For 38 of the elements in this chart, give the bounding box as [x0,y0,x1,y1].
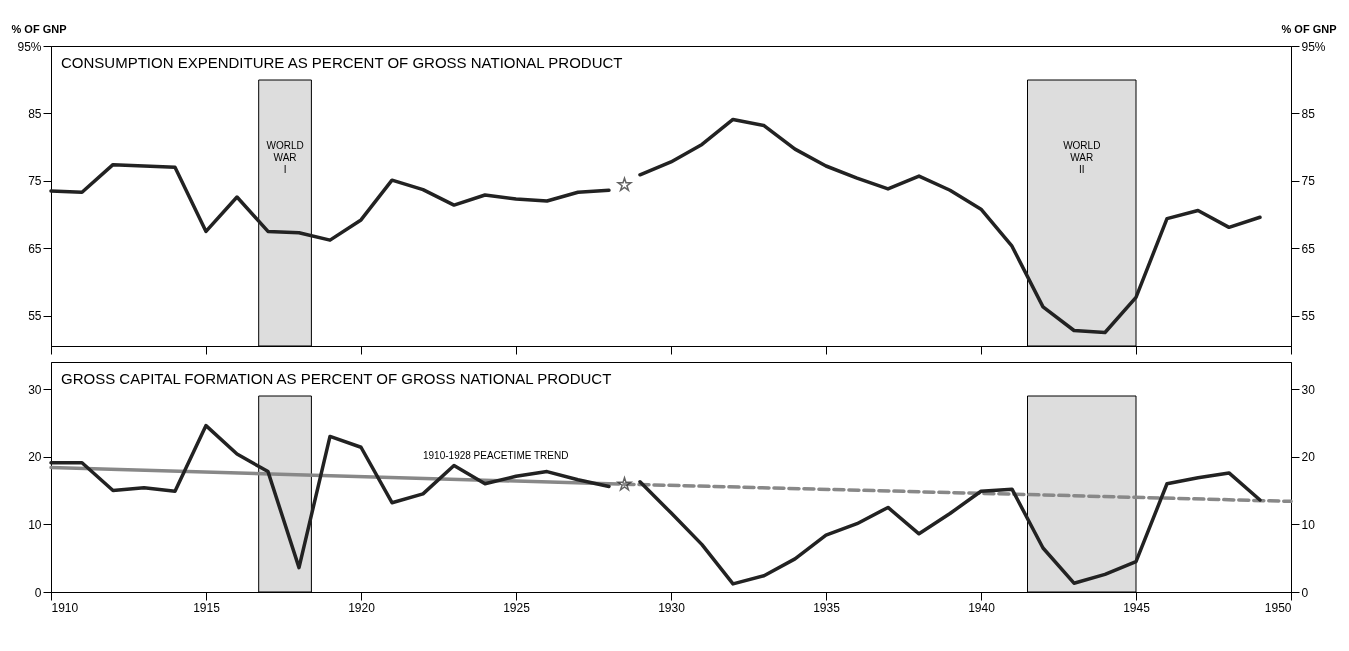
y2-tick-label: 20 [1301,450,1316,465]
y-tick-label: 30 [28,382,42,397]
y2-tick-label: 95% [1301,39,1326,54]
y-tick-label: 10 [28,517,42,532]
annotation: 1910-1928 PEACETIME TREND [423,450,569,462]
text: GROSS CAPITAL FORMATION AS PERCENT OF GROSS NATIONAL PRODUCT [61,370,612,387]
x-tick-label: 1920 [348,600,376,615]
y-axis-title: % OF GNP [11,22,67,35]
line-series [638,117,1262,335]
line-series [49,423,611,570]
x-tick-label: 1930 [658,600,686,615]
band-label: WORLD WAR II [1063,140,1101,175]
y2-tick-label: 65 [1301,241,1316,256]
y-tick-label: 75 [28,174,42,189]
y-tick-label: 55 [28,309,42,324]
x-tick-label: 1925 [503,600,531,615]
x-tick-label: 1940 [968,600,996,615]
y2-tick-label: 55 [1301,309,1316,324]
y-tick-label: 95% [17,39,42,54]
line-series [49,162,611,242]
x-tick-label: 1915 [193,600,221,615]
y2-tick-label: 0 [1301,585,1309,600]
y2-tick-label: 75 [1301,174,1316,189]
y-tick-label: 20 [28,450,42,465]
y2-tick-label: 85 [1301,106,1316,121]
x-tick-label: 1935 [813,600,841,615]
band-label: WORLD WAR I [266,140,304,175]
y2-axis-title: % OF GNP [1281,22,1337,35]
text: CONSUMPTION EXPENDITURE AS PERCENT OF GROSS NATIONAL PRODUCT [61,54,623,71]
y2-tick-label: 10 [1301,517,1316,532]
y2-tick-label: 30 [1301,382,1316,397]
y-tick-label: 85 [28,106,42,121]
x-tick-label: 1950 [1264,600,1292,615]
line-series [638,471,1262,586]
y-tick-label: 65 [28,241,42,256]
x-tick-label: 1945 [1123,600,1151,615]
x-tick-label: 1910 [51,600,79,615]
y-tick-label: 0 [34,585,42,600]
